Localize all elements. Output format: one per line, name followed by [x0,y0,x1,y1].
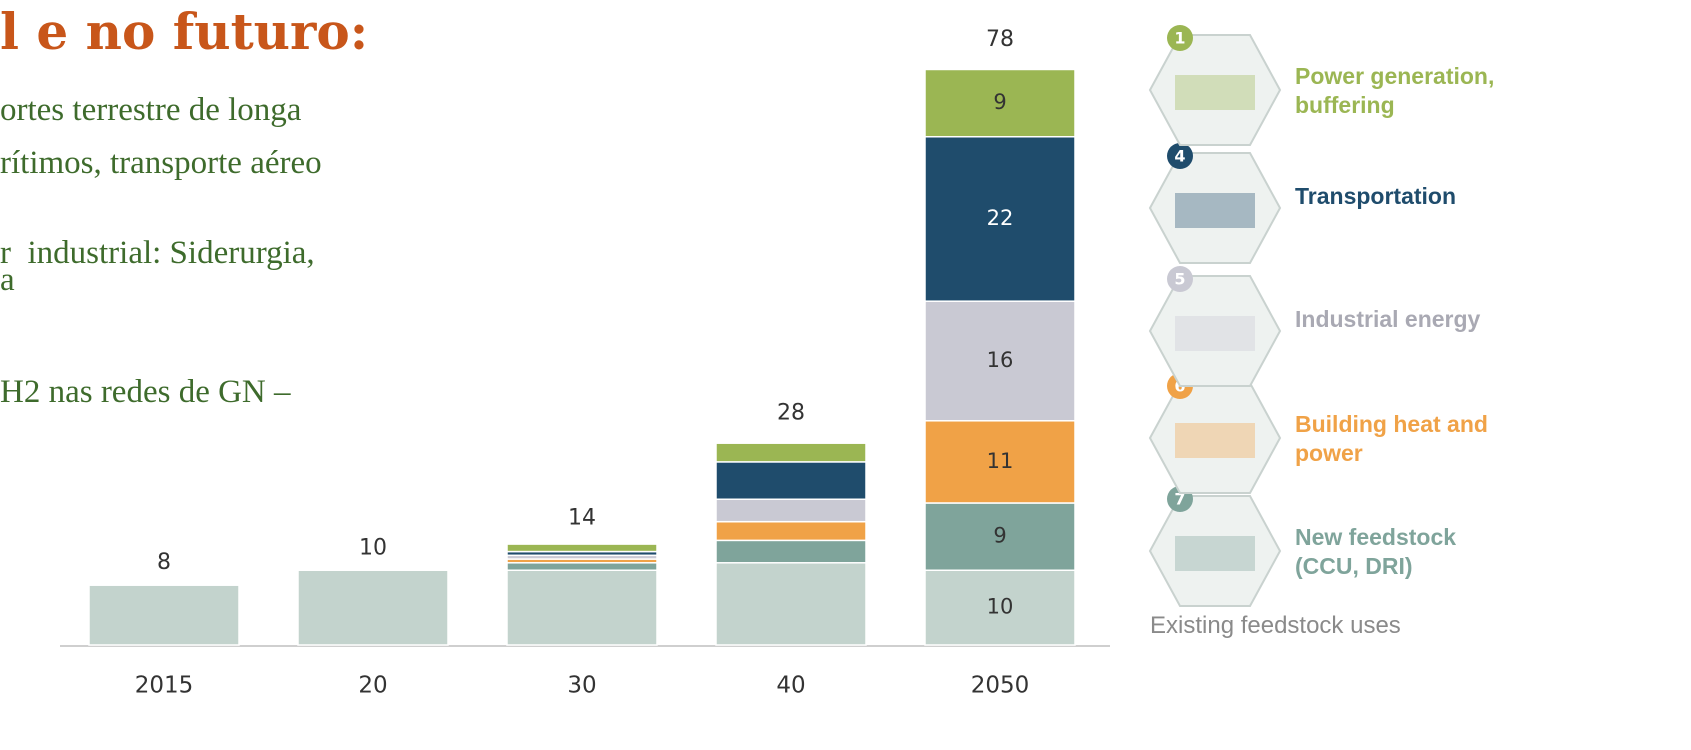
legend-icon-art [1175,75,1255,110]
bar-segment [716,462,866,499]
legend-badge-number: 4 [1174,147,1185,166]
total-label: 8 [157,550,171,575]
data-label: 22 [987,206,1014,230]
legend-icon-art [1175,316,1255,351]
bar-segment [507,544,657,551]
data-label: 9 [993,524,1006,548]
bar-segment [507,570,657,645]
x-tick-label: 20 [358,673,387,699]
x-tick-label: 30 [567,673,596,699]
bar-segment [89,585,239,645]
page: l e no futuro: ortes terrestre de longar… [0,0,1691,750]
data-label: 9 [993,90,1006,114]
total-label: 28 [777,401,805,426]
data-label: 10 [987,595,1014,619]
legend-label: Building heat and power [1295,410,1505,468]
legend-icon-art [1175,193,1255,228]
legend-label: New feedstock (CCU, DRI) [1295,523,1525,581]
bar-segment [716,499,866,521]
legend-badge-number: 1 [1174,29,1185,48]
x-tick-label: 2015 [135,673,194,699]
legend-icon-art [1175,423,1255,458]
legend-label: Industrial energy [1295,305,1575,334]
bar-segment [716,443,866,462]
legend-label: Existing feedstock uses [1150,612,1401,640]
data-label: 16 [987,348,1014,372]
bar-segment [716,522,866,541]
bar-segment [716,540,866,562]
total-label: 14 [568,505,596,530]
total-label: 10 [359,535,387,560]
total-label: 78 [986,27,1014,52]
bar-segment [507,563,657,570]
legend-badge-number: 5 [1174,270,1185,289]
legend-label: Power generation, buffering [1295,62,1570,120]
legend-label: Transportation [1295,182,1575,211]
data-label: 11 [987,449,1014,473]
legend-icon-art [1175,536,1255,571]
x-tick-label: 40 [776,673,805,699]
bar-segment [716,563,866,645]
x-tick-label: 2050 [971,673,1030,699]
bar-segment [298,570,448,645]
